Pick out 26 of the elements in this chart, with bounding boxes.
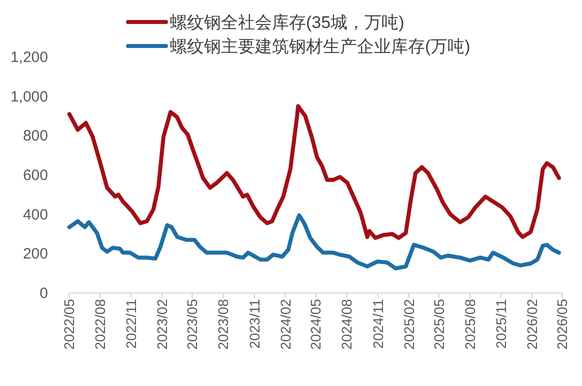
x-tick-label: 2025/02 bbox=[400, 298, 417, 350]
legend-label: 螺纹钢主要建筑钢材生产企业库存(万吨) bbox=[170, 37, 470, 56]
x-tick-label: 2022/05 bbox=[61, 298, 77, 350]
x-tick-label: 2024/08 bbox=[338, 298, 355, 350]
x-tick-label: 2023/02 bbox=[154, 298, 170, 350]
x-tick-label: 2025/05 bbox=[430, 298, 447, 350]
x-tick-label: 2024/02 bbox=[277, 298, 294, 350]
x-tick-label: 2024/05 bbox=[308, 298, 324, 350]
x-tick-label: 2023/11 bbox=[246, 298, 262, 349]
y-tick-label: 800 bbox=[22, 128, 48, 145]
x-tick-label: 2023/08 bbox=[215, 298, 232, 350]
y-tick-label: 1,200 bbox=[10, 49, 48, 66]
y-tick-label: 600 bbox=[22, 167, 48, 184]
x-tick-label: 2026/02 bbox=[524, 298, 540, 350]
y-tick-label: 200 bbox=[22, 246, 48, 263]
x-tick-label: 2022/11 bbox=[123, 298, 140, 349]
x-tick-label: 2025/11 bbox=[492, 298, 509, 349]
x-tick-label: 2026/05 bbox=[554, 298, 570, 350]
x-tick-label: 2024/11 bbox=[370, 298, 386, 349]
x-tick-label: 2025/08 bbox=[462, 298, 478, 350]
x-tick-label: 2022/08 bbox=[92, 298, 108, 350]
y-tick-label: 1,000 bbox=[10, 88, 48, 106]
y-tick-label: 0 bbox=[40, 285, 48, 302]
x-tick-label: 2023/05 bbox=[184, 298, 200, 350]
legend-label: 螺纹钢全社会库存(35城，万吨) bbox=[170, 13, 404, 32]
y-tick-label: 400 bbox=[22, 206, 48, 224]
